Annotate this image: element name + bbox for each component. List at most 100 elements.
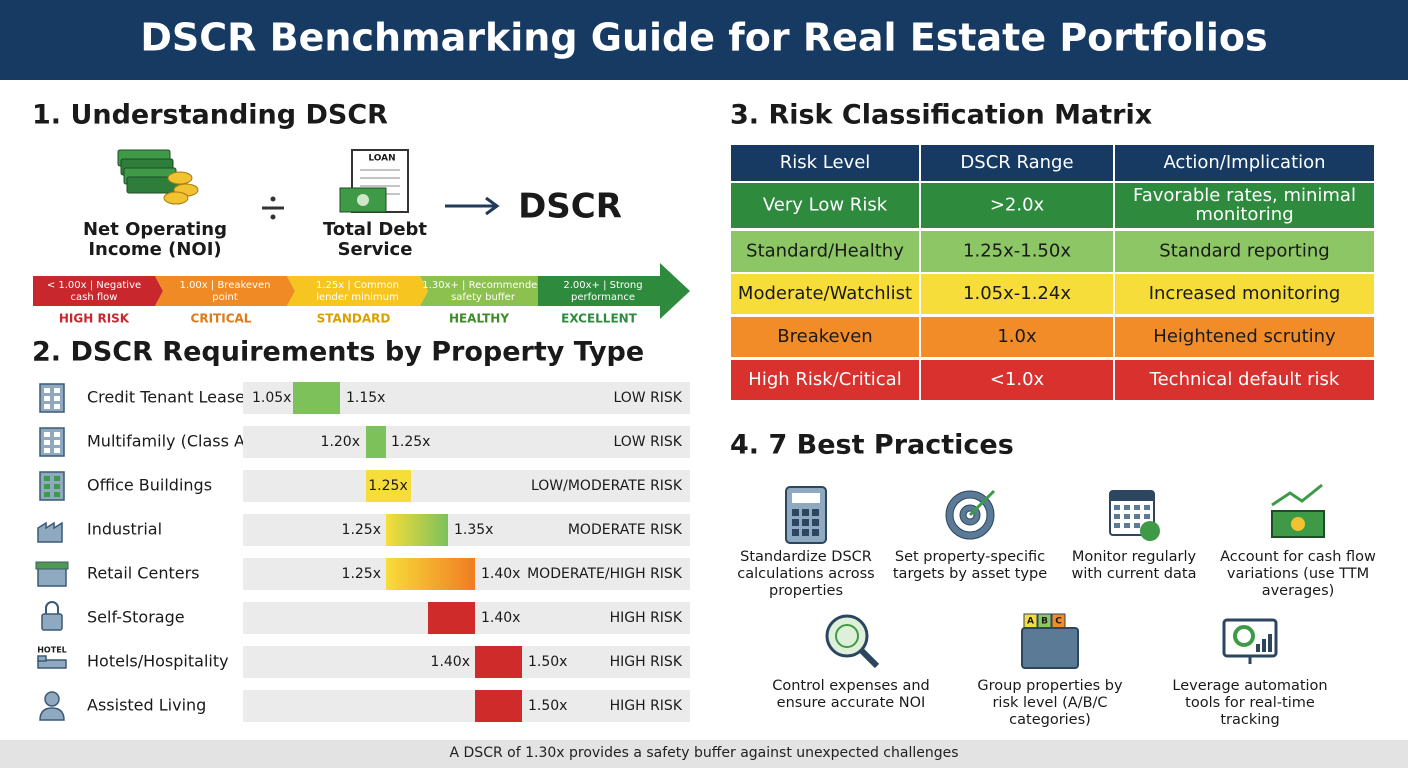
lock-icon xyxy=(45,601,59,614)
table-text: Technical default risk xyxy=(1149,369,1340,390)
table-cell xyxy=(921,274,1113,314)
building-icon xyxy=(44,492,50,497)
building-icon xyxy=(44,432,50,437)
range-bar xyxy=(386,558,475,590)
range-label: 1.25x xyxy=(368,478,407,494)
risk-label: LOW RISK xyxy=(613,390,682,406)
table-cell xyxy=(1115,231,1374,272)
practice-text: ensure accurate NOI xyxy=(777,695,926,711)
scale-segment xyxy=(287,276,428,306)
calculator-icon xyxy=(792,509,799,516)
table-cell xyxy=(731,360,919,400)
chart-icon xyxy=(1256,644,1260,652)
practice-text: risk level (A/B/C xyxy=(992,695,1107,711)
calendar-icon xyxy=(1114,523,1120,528)
risk-label: LOW/MODERATE RISK xyxy=(531,478,683,494)
magnifier-icon xyxy=(835,624,859,648)
building-icon xyxy=(44,396,50,401)
practice-text: averages) xyxy=(1262,583,1335,599)
practice-text: Monitor regularly xyxy=(1072,549,1197,565)
building-icon xyxy=(44,388,50,393)
column-header: Action/Implication xyxy=(1163,152,1325,173)
range-bar xyxy=(293,382,340,414)
table-text: Favorable rates, minimal xyxy=(1133,185,1356,206)
footer-note: A DSCR of 1.30x provides a safety buffer… xyxy=(450,745,959,761)
table-cell xyxy=(731,231,919,272)
row-track xyxy=(243,514,690,546)
risk-label: MODERATE/HIGH RISK xyxy=(527,566,683,582)
table-header xyxy=(1115,145,1374,181)
divide-icon xyxy=(270,214,276,220)
row-track xyxy=(243,690,690,722)
cash-icon xyxy=(1291,517,1305,531)
table-text: Heightened scrutiny xyxy=(1153,326,1336,347)
building-icon xyxy=(54,440,60,445)
folder-icon xyxy=(1021,627,1079,669)
calculator-icon xyxy=(802,529,809,536)
store-icon xyxy=(35,561,69,570)
column-header: DSCR Range xyxy=(960,152,1073,173)
scale-text: < 1.00x | Negative xyxy=(47,280,141,291)
section-title: 3. Risk Classification Matrix xyxy=(730,100,1152,131)
building-icon xyxy=(54,396,60,401)
scale-segment xyxy=(420,276,546,306)
calculator-icon xyxy=(792,529,799,536)
table-cell xyxy=(731,317,919,357)
calendar-icon xyxy=(1134,505,1140,510)
range-label: 1.25x xyxy=(342,566,381,582)
magnifier-icon xyxy=(858,647,880,669)
footer-band xyxy=(0,740,1408,768)
loan-icon-text: LOAN xyxy=(368,154,395,164)
calendar-icon xyxy=(1110,491,1154,501)
calendar-icon xyxy=(1144,514,1150,519)
building-icon xyxy=(54,492,60,497)
building-icon xyxy=(44,476,50,481)
table-text: Standard reporting xyxy=(1159,241,1329,262)
scale-text: cash flow xyxy=(71,292,118,303)
scale-text: point xyxy=(212,292,238,303)
range-bar xyxy=(428,602,475,634)
range-label: 1.25x xyxy=(391,434,430,450)
bed-icon xyxy=(37,655,47,662)
scale-segment xyxy=(155,276,295,306)
trend-icon xyxy=(1271,483,1323,507)
table-text: >2.0x xyxy=(990,195,1045,216)
risk-label: HIGH RISK xyxy=(610,610,683,626)
coin-icon xyxy=(167,171,193,185)
table-text: monitoring xyxy=(1195,204,1293,225)
range-bar xyxy=(475,690,522,722)
table-cell xyxy=(921,231,1113,272)
calendar-icon xyxy=(1134,514,1140,519)
range-label: 1.40x xyxy=(431,654,470,670)
loan-icon xyxy=(357,194,369,206)
practice-text: tracking xyxy=(1220,712,1279,728)
loan-icon xyxy=(339,187,387,213)
practice-text: Leverage automation xyxy=(1172,678,1327,694)
practice-text: Standardize DSCR xyxy=(740,549,872,565)
range-bar xyxy=(366,470,411,502)
denominator-label: Total Debt xyxy=(323,219,427,240)
table-text: 1.05x-1.24x xyxy=(963,283,1071,304)
table-cell xyxy=(921,360,1113,400)
building-icon xyxy=(39,471,65,501)
scale-text: 1.25x | Common xyxy=(316,280,399,291)
scale-status: CRITICAL xyxy=(191,312,252,326)
table-header xyxy=(731,145,919,181)
person-icon xyxy=(39,707,65,721)
arrow-icon xyxy=(485,196,500,216)
target-icon xyxy=(968,489,996,517)
scale-status: HEALTHY xyxy=(449,312,509,326)
range-label: 1.20x xyxy=(321,434,360,450)
building-icon xyxy=(54,448,60,453)
calendar-icon xyxy=(1134,523,1140,528)
calculator-icon xyxy=(792,493,820,503)
scale-text: 2.00x+ | Strong xyxy=(563,280,642,291)
building-icon xyxy=(54,404,60,409)
header-band xyxy=(0,0,1408,80)
scale-status: EXCELLENT xyxy=(561,312,638,326)
table-text: <1.0x xyxy=(990,369,1045,390)
range-label: 1.15x xyxy=(346,390,385,406)
table-cell xyxy=(731,183,919,228)
